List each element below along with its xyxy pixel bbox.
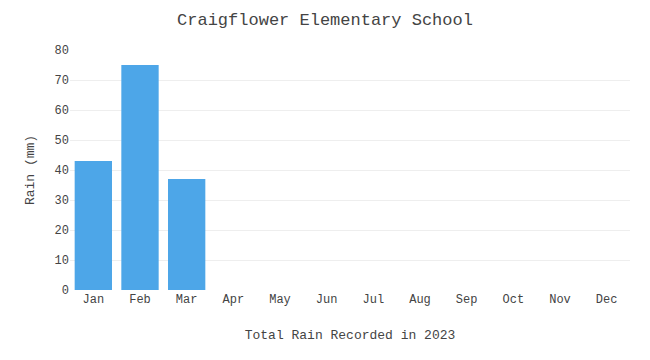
svg-text:80: 80 [55, 44, 69, 58]
svg-text:Apr: Apr [223, 293, 245, 307]
svg-text:Craigflower Elementary School: Craigflower Elementary School [177, 11, 473, 30]
svg-text:Mar: Mar [176, 293, 198, 307]
svg-text:Feb: Feb [129, 293, 151, 307]
svg-text:70: 70 [55, 74, 69, 88]
svg-text:30: 30 [55, 194, 69, 208]
svg-text:Aug: Aug [409, 293, 431, 307]
svg-text:0: 0 [62, 284, 69, 298]
svg-text:Rain (mm): Rain (mm) [23, 135, 38, 205]
svg-text:60: 60 [55, 104, 69, 118]
svg-text:10: 10 [55, 254, 69, 268]
svg-text:50: 50 [55, 134, 69, 148]
svg-text:20: 20 [55, 224, 69, 238]
svg-text:Dec: Dec [596, 293, 618, 307]
svg-text:Nov: Nov [549, 293, 571, 307]
svg-text:Jan: Jan [83, 293, 105, 307]
svg-text:Jun: Jun [316, 293, 338, 307]
svg-text:Oct: Oct [503, 293, 525, 307]
svg-text:Jul: Jul [363, 293, 385, 307]
svg-text:40: 40 [55, 164, 69, 178]
svg-text:Sep: Sep [456, 293, 478, 307]
svg-text:Total Rain Recorded in 2023: Total Rain Recorded in 2023 [245, 328, 456, 343]
svg-text:May: May [269, 293, 291, 307]
